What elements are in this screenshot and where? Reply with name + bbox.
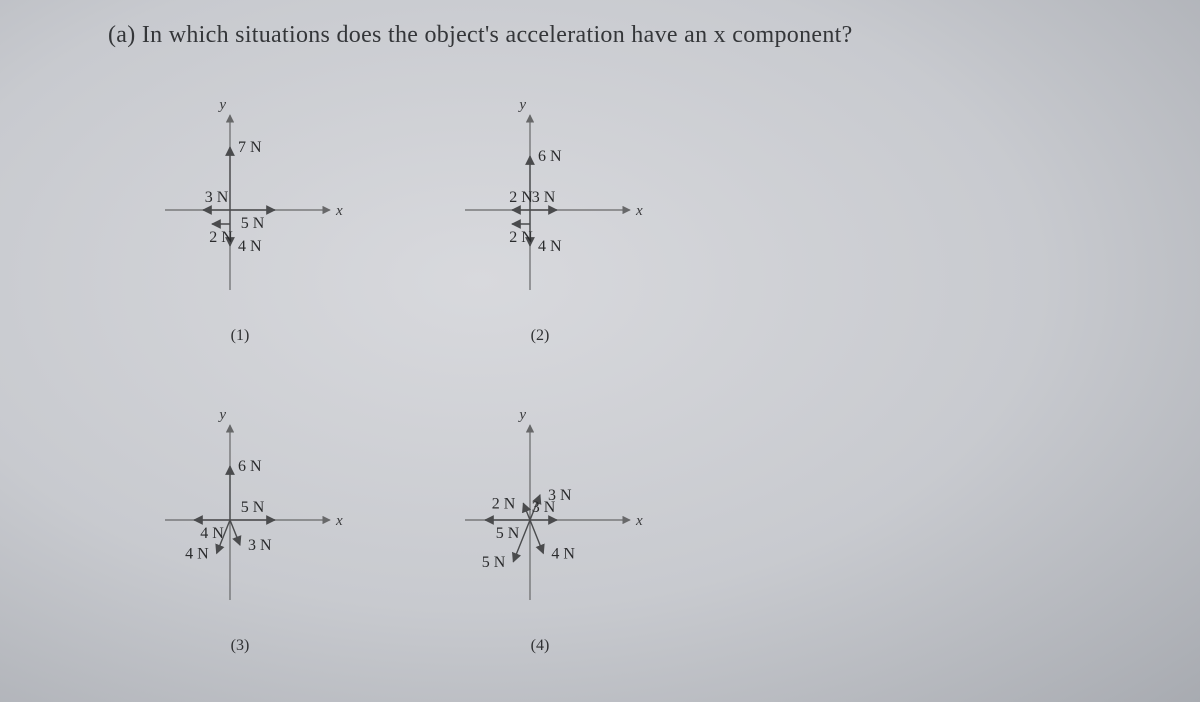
diagram-3: x y 6 N 4 N 5 N 3 N 4 N (3) — [165, 407, 343, 654]
force-label: 4 N — [538, 238, 562, 255]
force-label: 5 N — [496, 525, 520, 542]
diagram-caption: (1) — [231, 327, 250, 344]
force-label: 4 N — [200, 525, 224, 542]
diagram-1: x y 7 N 4 N 3 N 2 N 5 N (1) — [165, 97, 343, 344]
force-label: 4 N — [185, 545, 209, 562]
force-label: 2 N — [209, 229, 233, 246]
axis-y-label: y — [217, 97, 226, 113]
force-label: 5 N — [241, 215, 265, 232]
force-label: 6 N — [238, 458, 262, 475]
diagram-caption: (4) — [531, 637, 550, 654]
force-label: 3 N — [248, 537, 272, 554]
force-vector — [523, 503, 530, 520]
force-label: 2 N — [509, 229, 533, 246]
axis-x-label: x — [335, 203, 343, 219]
force-label: 3 N — [532, 189, 556, 206]
diagram-4: xy3 N2 N5 N3 N4 N5 N(4) — [465, 407, 643, 654]
axis-x-label: x — [335, 513, 343, 529]
force-vector — [530, 520, 543, 553]
force-label: 3 N — [532, 499, 556, 516]
force-label: 4 N — [238, 238, 262, 255]
force-label: 7 N — [238, 139, 262, 156]
diagram-caption: (3) — [231, 637, 250, 654]
force-label: 6 N — [538, 148, 562, 165]
force-label: 4 N — [551, 545, 575, 562]
force-label: 5 N — [241, 499, 265, 516]
force-label: 2 N — [492, 495, 516, 512]
force-label: 5 N — [482, 554, 506, 571]
force-label: 3 N — [205, 189, 229, 206]
axis-x-label: x — [635, 203, 643, 219]
axis-y-label: y — [217, 407, 226, 423]
axis-y-label: y — [517, 407, 526, 423]
axis-y-label: y — [517, 97, 526, 113]
force-label: 2 N — [509, 189, 533, 206]
force-vector — [230, 520, 240, 545]
question-text: (a) In which situations does the object'… — [108, 22, 853, 49]
force-diagram-figure: xy7 N4 N3 N2 N5 N(1)xy6 N4 N2 N2 N3 N(2)… — [120, 80, 740, 680]
diagram-2: xy6 N4 N2 N2 N3 N(2) — [465, 97, 643, 344]
axis-x-label: x — [635, 513, 643, 529]
diagram-caption: (2) — [531, 327, 550, 344]
